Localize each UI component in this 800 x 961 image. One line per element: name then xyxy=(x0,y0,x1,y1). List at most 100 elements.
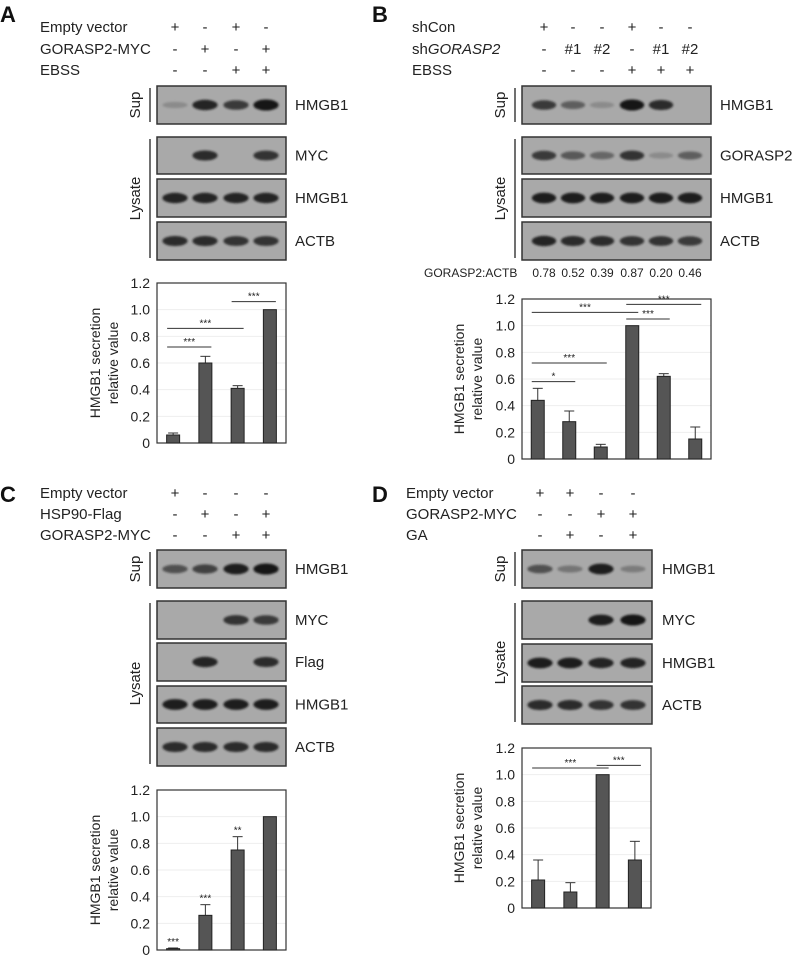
blot-myc: MYC xyxy=(521,600,696,640)
significance-label: *** xyxy=(167,937,179,948)
blot-protein-label: ACTB xyxy=(662,697,702,714)
blot-protein-label: GORASP2 xyxy=(720,148,793,165)
condition-value: + xyxy=(232,62,241,79)
blot-band xyxy=(648,99,674,111)
condition-label: GORASP2-MYC xyxy=(40,527,151,544)
y-tick-label: 0.8 xyxy=(496,344,516,360)
blot-band xyxy=(589,192,615,204)
y-tick-label: 0.4 xyxy=(496,847,516,863)
blot-protein-label: HMGB1 xyxy=(295,190,348,207)
condition-value: - xyxy=(659,19,664,36)
condition-value: - xyxy=(234,41,239,58)
y-axis-label: HMGB1 secretion xyxy=(451,773,467,883)
blot-band xyxy=(253,741,279,753)
blot-hmgb1: HMGB1 xyxy=(156,685,348,724)
lysate-label: Lysate xyxy=(127,662,144,706)
blot-band xyxy=(223,615,249,625)
blot-myc: MYC xyxy=(156,600,329,640)
condition-label: GORASP2-MYC xyxy=(40,41,151,58)
condition-value: #1 xyxy=(565,41,582,58)
condition-value: - xyxy=(600,19,605,36)
lysate-label: Lysate xyxy=(492,177,509,221)
bar-chart-b: 0 0.2 0.4 0.6 0.8 1.0 1.2 HMGB1 secretion relati… xyxy=(451,291,712,467)
sup-label: Sup xyxy=(127,92,144,119)
condition-value: - xyxy=(599,485,604,502)
y-tick-label: 0.2 xyxy=(496,873,516,889)
blot-band xyxy=(162,192,188,204)
y-axis-label: HMGB1 secretion xyxy=(87,308,103,418)
significance-label: *** xyxy=(658,294,670,305)
y-axis-label: HMGB1 secretion xyxy=(451,324,467,434)
blot-myc: MYC xyxy=(156,136,329,175)
plot-frame xyxy=(156,789,287,951)
blot-band xyxy=(192,99,218,111)
condition-value: + xyxy=(566,485,575,502)
bar xyxy=(595,774,610,909)
condition-value: - xyxy=(538,506,543,523)
blot-band xyxy=(557,565,583,573)
significance-label: *** xyxy=(579,302,591,313)
significance-label: *** xyxy=(200,318,212,329)
condition-value: - xyxy=(571,62,576,79)
y-tick-label: 0.8 xyxy=(131,835,151,851)
blot-flag: Flag xyxy=(156,642,324,682)
condition-label: EBSS xyxy=(412,62,452,79)
blot-band xyxy=(620,614,646,626)
condition-value: #1 xyxy=(653,41,670,58)
blot-band xyxy=(619,236,645,246)
plot-frame xyxy=(521,298,712,460)
sup-label: Sup xyxy=(492,92,509,119)
condition-value: - xyxy=(173,506,178,523)
blot-band xyxy=(253,236,279,246)
blot-hmgb1: HMGB1 xyxy=(156,549,348,589)
blot-band xyxy=(253,192,279,204)
blot-actb: ACTB xyxy=(156,221,335,261)
bar xyxy=(262,816,277,951)
panel-letter: B xyxy=(372,2,388,27)
condition-value: - xyxy=(203,19,208,36)
condition-value: + xyxy=(171,485,180,502)
blot-band xyxy=(253,99,279,111)
y-tick-label: 0 xyxy=(142,435,150,451)
blot-band xyxy=(620,657,646,669)
blot-protein-label: HMGB1 xyxy=(295,97,348,114)
blot-protein-label: HMGB1 xyxy=(295,697,348,714)
condition-value: - xyxy=(600,62,605,79)
condition-value: - xyxy=(630,41,635,58)
significance-label: *** xyxy=(642,309,654,320)
y-axis-label: relative value xyxy=(105,322,121,405)
blot-protein-label: ACTB xyxy=(295,739,335,756)
panel-d: D Empty vector + + - - GORASP2-MYC - - + + GA - + - + HM… xyxy=(372,482,715,725)
sup-label: Sup xyxy=(127,556,144,583)
condition-value: - xyxy=(568,506,573,523)
y-tick-label: 0.6 xyxy=(131,862,151,878)
blot-band xyxy=(620,565,646,573)
condition-value: + xyxy=(201,506,210,523)
blot-band xyxy=(192,656,218,668)
blot-hmgb1: HMGB1 xyxy=(156,85,348,125)
blot-actb: ACTB xyxy=(521,221,760,261)
condition-value: + xyxy=(628,62,637,79)
blot-protein-label: HMGB1 xyxy=(720,97,773,114)
condition-label: shCon xyxy=(412,19,455,36)
blot-band xyxy=(527,699,553,711)
blot-band xyxy=(531,100,557,110)
blot-band xyxy=(557,657,583,669)
condition-value: + xyxy=(629,527,638,544)
blot-band xyxy=(527,564,553,574)
y-tick-label: 0.4 xyxy=(131,889,151,905)
blot-band xyxy=(619,99,645,111)
blot-hmgb1: HMGB1 xyxy=(521,85,773,125)
blot-band xyxy=(162,101,188,109)
condition-label: GA xyxy=(406,527,428,544)
y-axis-label: relative value xyxy=(469,338,485,421)
blot-hmgb1: HMGB1 xyxy=(521,178,773,218)
bar xyxy=(530,399,545,460)
blot-band xyxy=(560,192,586,204)
panel-letter: D xyxy=(372,482,388,507)
condition-value: - xyxy=(599,527,604,544)
bar xyxy=(562,421,577,460)
condition-value: + xyxy=(657,62,666,79)
blot-band xyxy=(531,192,557,204)
